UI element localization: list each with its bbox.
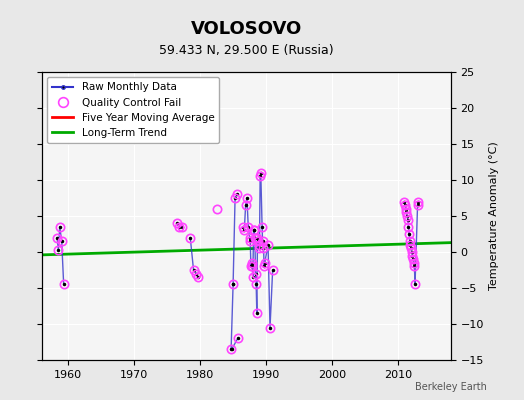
- Y-axis label: Temperature Anomaly (°C): Temperature Anomaly (°C): [489, 142, 499, 290]
- Legend: Raw Monthly Data, Quality Control Fail, Five Year Moving Average, Long-Term Tren: Raw Monthly Data, Quality Control Fail, …: [47, 77, 220, 143]
- Text: VOLOSOVO: VOLOSOVO: [191, 20, 302, 38]
- Text: 59.433 N, 29.500 E (Russia): 59.433 N, 29.500 E (Russia): [159, 44, 334, 57]
- Text: Berkeley Earth: Berkeley Earth: [416, 382, 487, 392]
